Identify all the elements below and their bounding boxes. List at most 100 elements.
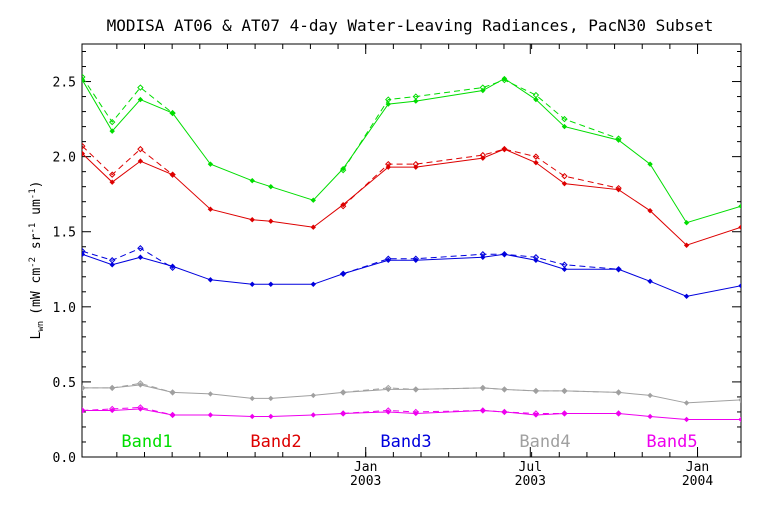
series-band3-point — [533, 257, 539, 263]
series-band4-point — [249, 395, 255, 402]
series-band5-point — [385, 409, 391, 415]
series-band3-point — [413, 257, 419, 263]
y-tick-label: 1.0 — [53, 301, 76, 316]
series-band1-point — [169, 110, 176, 116]
series-band1-point — [310, 197, 316, 203]
series-band5-point — [480, 407, 486, 414]
series-band1-point — [385, 101, 391, 107]
y-axis-label-mid: sr — [29, 233, 44, 257]
series-band5 — [82, 404, 741, 423]
series-band4-point — [501, 386, 508, 393]
y-axis-label-sup3: -1 — [28, 188, 38, 199]
series-band2-line — [82, 148, 741, 246]
series-band1-point — [249, 177, 255, 184]
series-band1-point — [533, 96, 539, 103]
series-band3-dashed-line — [82, 247, 173, 269]
y-axis-label-sup1: -2 — [28, 257, 38, 268]
legend-item-band4: Band4 — [519, 432, 570, 452]
series-band2-dashed-line — [82, 145, 173, 176]
y-axis-label-rest: (mW cm — [29, 268, 44, 315]
series-band3-point — [615, 266, 622, 272]
series-band1-point — [561, 123, 568, 130]
series-band3-point — [340, 271, 346, 277]
series-band5-point — [501, 409, 508, 415]
series-band3-point — [249, 281, 255, 287]
series-band2-point — [82, 150, 86, 157]
series-band4-point — [207, 391, 214, 397]
series-band2-point — [501, 146, 508, 152]
series-band5-point — [647, 413, 653, 420]
x-tick-year: 2003 — [515, 474, 546, 489]
series-band5-point — [683, 416, 690, 423]
x-tick-year: 2003 — [350, 474, 381, 489]
series-band5-dashed-line — [82, 406, 173, 416]
series-band3-point — [268, 281, 274, 287]
series-band4-point — [385, 386, 391, 393]
series-band5-point — [738, 416, 741, 423]
series-band4-point — [615, 389, 622, 396]
series-band2-point — [207, 206, 214, 212]
y-tick-label: 2.5 — [53, 76, 76, 91]
series-band1-point — [82, 77, 86, 83]
series-band4-point — [561, 388, 568, 394]
series-band1-point — [501, 75, 508, 82]
series-band1-dashed-point — [137, 84, 144, 91]
y-axis-label-close: ) — [29, 181, 44, 189]
series-band5-point — [268, 413, 274, 420]
series-band3-point — [561, 266, 568, 272]
series-band2-dashed-point — [561, 172, 568, 180]
series-band3-point — [683, 293, 690, 300]
series-band1-point — [738, 203, 741, 209]
legend-item-band1: Band1 — [121, 432, 172, 452]
series-band3-point — [647, 278, 653, 284]
series-band2-point — [169, 171, 176, 178]
series-band2-dashed-point — [532, 153, 540, 160]
x-tick-month: Jan — [686, 460, 709, 475]
series-band1-dashed-line — [342, 79, 619, 171]
legend-item-band3: Band3 — [380, 432, 431, 452]
series-band3-point — [169, 263, 176, 269]
y-axis-label: Lwn(mW cm-2 sr-1 um-1) — [28, 181, 46, 340]
series-band1-point — [480, 87, 486, 94]
series-band2-point — [385, 164, 391, 170]
series-band4-point — [340, 389, 346, 396]
series-band4-line — [82, 384, 741, 404]
series-band5-point — [615, 410, 622, 417]
series-band1-point — [413, 98, 419, 104]
series-band3-line — [82, 253, 741, 297]
series-band3 — [82, 245, 741, 300]
series-band3-point — [310, 281, 316, 287]
chart-title: MODISA AT06 & AT07 4-day Water-Leaving R… — [107, 16, 714, 35]
series-band2-dashed-line — [342, 148, 619, 207]
series-band2-point — [340, 201, 346, 208]
series-band3-point — [385, 257, 391, 263]
series-band5-point — [249, 413, 255, 420]
series-band4-point — [310, 392, 316, 399]
series-band2-point — [413, 164, 419, 170]
series-band4-point — [169, 389, 176, 396]
series-band1-point — [340, 165, 346, 172]
series-band4-point — [683, 400, 690, 406]
series-band1 — [82, 73, 741, 226]
series-band1-point — [683, 220, 690, 226]
series-band3-dashed-line — [342, 253, 619, 275]
series-band2-point — [738, 224, 741, 230]
y-axis-label-main: L — [29, 331, 44, 339]
series-band4-point — [268, 395, 274, 402]
series-band5-point — [137, 406, 144, 412]
y-tick-label: 2.0 — [53, 151, 76, 166]
series-band4-point — [413, 386, 419, 393]
y-axis-label-sup2: -1 — [28, 223, 38, 234]
series-band2-point — [683, 242, 690, 248]
series-band5-point — [413, 410, 419, 417]
series-band4-point — [480, 385, 486, 391]
series-band2-point — [137, 158, 144, 164]
series-band1-point — [615, 137, 622, 143]
legend: Band1 Band2 Band3 Band4 Band5 — [121, 432, 697, 452]
series-band3-point — [480, 254, 486, 260]
y-tick-label: 1.5 — [53, 226, 76, 241]
x-tick-month: Jan — [354, 460, 377, 475]
series-band4 — [82, 380, 741, 406]
series-band3-point — [82, 251, 86, 257]
series-band2-dashed-point — [82, 142, 86, 150]
